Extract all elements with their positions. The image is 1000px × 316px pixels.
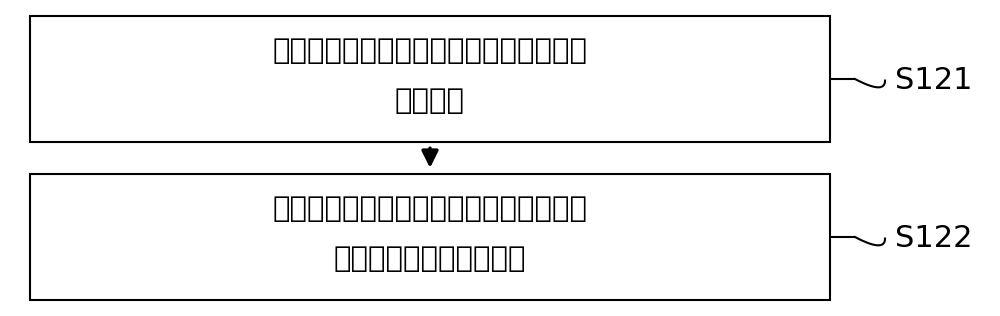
Text: 区域中的目标点位置信息: 区域中的目标点位置信息 [334, 245, 526, 273]
FancyBboxPatch shape [30, 174, 830, 300]
FancyBboxPatch shape [30, 16, 830, 142]
Text: S121: S121 [895, 66, 972, 95]
Text: 获取所述目标点选择指令在当前屏幕中的: 获取所述目标点选择指令在当前屏幕中的 [273, 37, 588, 64]
Text: 位置信息: 位置信息 [395, 87, 465, 115]
Text: 根据所述位置信息，匹配到所述软骨图像: 根据所述位置信息，匹配到所述软骨图像 [273, 195, 588, 222]
Text: S122: S122 [895, 224, 972, 253]
